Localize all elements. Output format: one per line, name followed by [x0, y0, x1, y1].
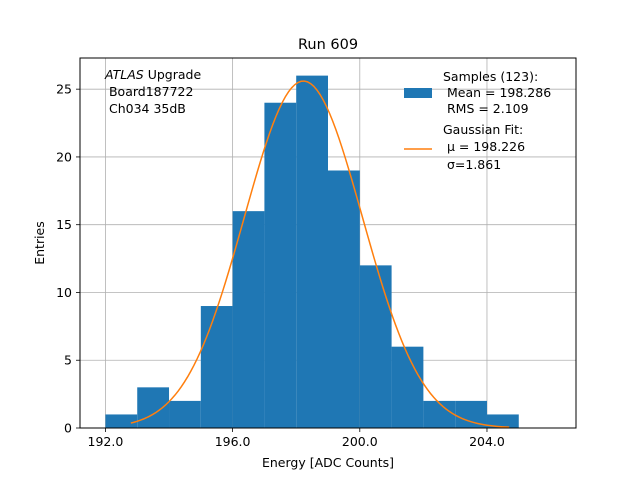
histogram-bar	[264, 102, 297, 428]
y-axis-label: Entries	[32, 221, 47, 265]
legend-samples-patch	[404, 88, 432, 98]
annotation-line-3: Ch034 35dB	[105, 101, 186, 116]
gaussian-fit-line	[130, 80, 510, 428]
histogram-bar	[455, 400, 487, 428]
legend-samples-line-1: Samples (123):	[443, 69, 538, 84]
histogram-bars	[105, 75, 519, 428]
histogram-bar	[423, 400, 456, 428]
annotation-box: ATLAS Upgrade Board187722 Ch034 35dB	[104, 67, 201, 116]
plot-frame	[79, 57, 577, 429]
x-axis-ticks: 192.0 196.0 200.0 204.0	[88, 428, 505, 449]
y-tick-label: 5	[64, 353, 72, 368]
chart-title: Run 609	[298, 37, 358, 53]
upgrade-label: Upgrade	[144, 67, 202, 82]
y-tick-label: 25	[56, 82, 72, 97]
histogram-bar	[232, 211, 265, 428]
x-axis-label: Energy [ADC Counts]	[262, 455, 394, 470]
histogram-bar	[359, 265, 392, 428]
histogram-bar	[137, 387, 170, 428]
histogram-bar	[105, 414, 138, 428]
legend-samples-line-2: Mean = 198.286	[443, 85, 551, 100]
histogram-bar	[328, 170, 360, 428]
x-tick-label: 192.0	[88, 434, 124, 449]
y-tick-label: 0	[64, 421, 72, 436]
annotation-line-1: ATLAS Upgrade	[104, 67, 201, 82]
legend-fit-line-3: σ=1.861	[443, 157, 501, 172]
legend: Samples (123): Mean = 198.286 RMS = 2.10…	[404, 69, 551, 172]
histogram-bar	[486, 414, 519, 428]
y-tick-label: 10	[56, 285, 72, 300]
histogram-bar	[200, 306, 233, 428]
legend-fit-line-1: Gaussian Fit:	[443, 122, 523, 137]
x-tick-label: 200.0	[342, 434, 378, 449]
histogram-bar	[391, 346, 424, 428]
x-tick-label: 196.0	[215, 434, 251, 449]
annotation-line-2: Board187722	[105, 84, 193, 99]
legend-fit-line-2: μ = 198.226	[443, 139, 525, 154]
y-axis-ticks: 0 5 10 15 20 25	[56, 82, 80, 436]
legend-samples-line-3: RMS = 2.109	[443, 101, 529, 116]
y-tick-label: 20	[56, 149, 72, 164]
x-tick-label: 204.0	[469, 434, 505, 449]
y-tick-label: 15	[56, 217, 72, 232]
histogram-bar	[169, 400, 201, 428]
histogram-bar	[296, 75, 328, 428]
atlas-label: ATLAS	[104, 67, 144, 82]
